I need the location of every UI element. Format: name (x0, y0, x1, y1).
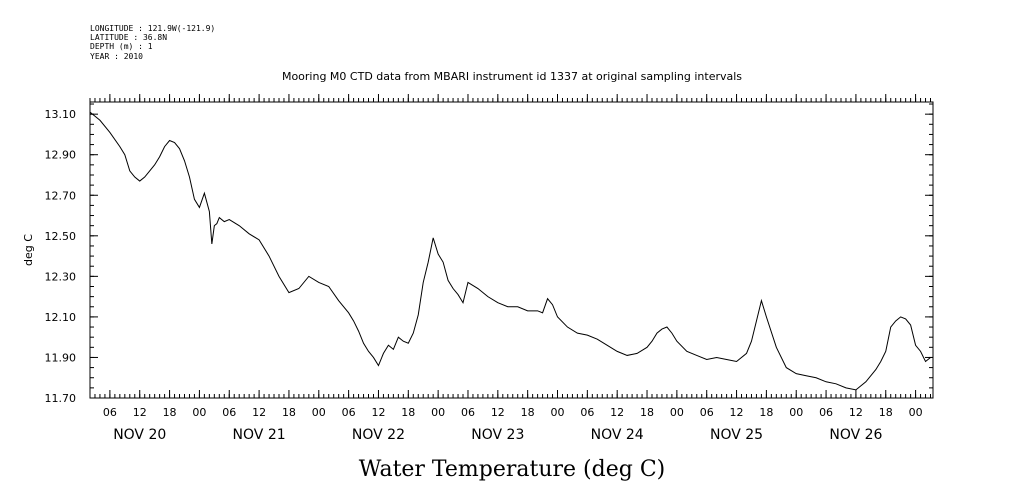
x-tick-label: 06 (103, 406, 117, 419)
y-tick-label: 12.70 (45, 189, 77, 202)
meta-longitude: LONGITUDE : 121.9W(-121.9) (90, 24, 215, 33)
y-tick-label: 12.10 (45, 311, 77, 324)
x-tick-label: 00 (312, 406, 326, 419)
x-tick-label: 18 (521, 406, 535, 419)
y-tick-label: 11.70 (45, 392, 77, 405)
x-day-label: NOV 22 (352, 427, 405, 443)
x-day-label: NOV 20 (113, 427, 166, 443)
x-tick-label: 12 (730, 406, 744, 419)
x-tick-label: 06 (700, 406, 714, 419)
x-tick-label: 12 (133, 406, 147, 419)
x-day-label: NOV 21 (233, 427, 286, 443)
x-tick-label: 06 (819, 406, 833, 419)
y-tick-label: 11.90 (45, 351, 77, 364)
x-tick-label: 18 (163, 406, 177, 419)
x-tick-label: 00 (909, 406, 923, 419)
x-tick-label: 00 (431, 406, 445, 419)
meta-year: YEAR : 2010 (90, 52, 143, 61)
chart-title: Mooring M0 CTD data from MBARI instrumen… (282, 70, 742, 83)
x-tick-label: 00 (670, 406, 684, 419)
series-line-water-temperature (89, 111, 931, 391)
x-day-label: NOV 24 (591, 427, 644, 443)
y-tick-label: 12.50 (45, 230, 77, 243)
y-axis-ticks: 11.70 11.90 12.10 12.30 12.50 12.70 12.90 13.10 (45, 103, 933, 405)
meta-latitude: LATITUDE : 36.8N (90, 33, 167, 42)
x-day-label: NOV 25 (710, 427, 763, 443)
x-tick-label: 18 (401, 406, 415, 419)
x-tick-label: 00 (192, 406, 206, 419)
x-tick-label: 00 (551, 406, 565, 419)
x-tick-label: 18 (759, 406, 773, 419)
x-tick-label: 12 (849, 406, 863, 419)
x-axis-day-labels: NOV 20 NOV 21 NOV 22 NOV 23 NOV 24 NOV 25 NOV … (113, 427, 882, 443)
x-tick-label: 12 (252, 406, 266, 419)
x-tick-label: 12 (491, 406, 505, 419)
x-tick-label: 18 (640, 406, 654, 419)
x-axis-ticks: 06 12 18 00 06 12 18 00 06 12 18 00 06 12 18 00 06 12 18 00… (89, 94, 932, 419)
x-tick-label: 12 (371, 406, 385, 419)
y-tick-label: 13.10 (45, 108, 77, 121)
meta-depth: DEPTH (m) : 1 (90, 42, 153, 51)
x-tick-label: 18 (879, 406, 893, 419)
y-tick-label: 12.90 (45, 149, 77, 162)
x-tick-label: 06 (580, 406, 594, 419)
metadata-block: LONGITUDE : 121.9W(-121.9) LATITUDE : 36… (90, 24, 215, 61)
x-tick-label: 12 (610, 406, 624, 419)
x-axis-label: Water Temperature (deg C) (359, 457, 666, 482)
x-tick-label: 06 (222, 406, 236, 419)
y-tick-label: 12.30 (45, 270, 77, 283)
plot-frame (89, 101, 934, 399)
x-tick-label: 18 (282, 406, 296, 419)
x-tick-label: 06 (342, 406, 356, 419)
y-axis-label: deg C (22, 234, 35, 266)
x-tick-label: 06 (461, 406, 475, 419)
x-day-label: NOV 26 (829, 427, 882, 443)
x-day-label: NOV 23 (471, 427, 524, 443)
x-tick-label: 00 (789, 406, 803, 419)
